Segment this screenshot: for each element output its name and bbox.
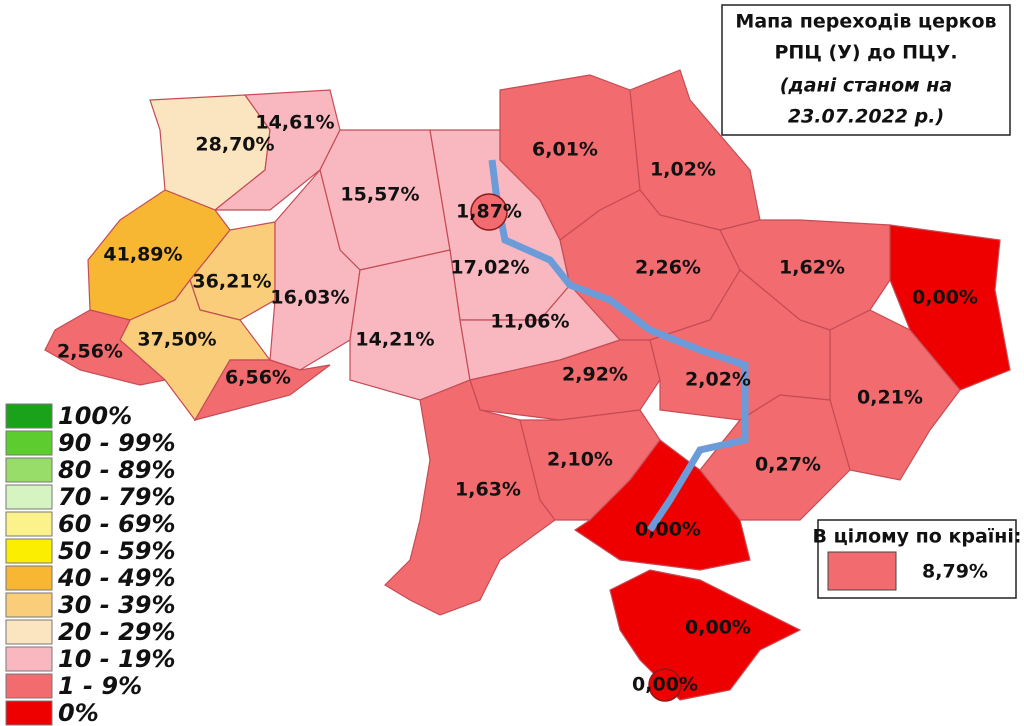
total-swatch	[827, 551, 897, 591]
region-label: 1,87%	[456, 201, 522, 223]
region-label: 28,70%	[195, 134, 274, 156]
title-line: (дані станом на	[780, 75, 952, 97]
legend-swatch	[5, 619, 53, 645]
region-labels: 28,70%14,61% 15,57% 17,02% 41,89% 36,21%16,0…	[57, 112, 978, 702]
legend-label: 50 - 59%	[58, 537, 176, 565]
legend-swatch	[5, 511, 53, 537]
region-label: 6,01%	[532, 139, 598, 161]
region-label: 11,06%	[490, 311, 569, 333]
legend-label: 20 - 29%	[58, 618, 176, 646]
region-label: 6,56%	[225, 367, 291, 389]
legend-swatch	[5, 484, 53, 510]
legend-label: 60 - 69%	[58, 510, 176, 538]
region-label: 0,00%	[635, 519, 701, 541]
region	[889, 224, 1011, 391]
region-label: 1,63%	[455, 479, 521, 501]
legend-label: 30 - 39%	[58, 591, 176, 619]
title-line: РПЦ (У) до ПЦУ.	[774, 42, 957, 64]
region-label: 2,92%	[562, 364, 628, 386]
legend-swatch	[5, 646, 53, 672]
title-box	[721, 4, 1011, 136]
legend-label: 90 - 99%	[58, 429, 176, 457]
region-label: 0,00%	[685, 617, 751, 639]
legend-label: 40 - 49%	[57, 564, 176, 592]
legend-swatch	[5, 565, 53, 591]
region	[193, 359, 331, 421]
legend-label: 0%	[58, 699, 99, 726]
city-region	[648, 668, 682, 702]
region-label: 0,21%	[857, 387, 923, 409]
region-label: 1,02%	[650, 159, 716, 181]
legend-label: 1 - 9%	[58, 672, 142, 700]
legend-label: 10 - 19%	[58, 645, 176, 673]
region-label: 14,61%	[255, 112, 334, 134]
city-region	[470, 193, 508, 231]
region-label: 15,57%	[340, 184, 419, 206]
legend-swatch	[5, 538, 53, 564]
total-value: 8,79%	[922, 561, 988, 583]
title-line: 23.07.2022 р.)	[788, 106, 944, 128]
region-label: 17,02%	[450, 257, 529, 279]
region-label: 1,62%	[779, 257, 845, 279]
region	[213, 89, 341, 211]
legend-swatch	[5, 700, 53, 726]
legend-label: 70 - 79%	[58, 483, 176, 511]
legend-swatch	[5, 457, 53, 483]
region-label: 0,27%	[755, 454, 821, 476]
legend-swatch	[5, 592, 53, 618]
region	[384, 379, 556, 616]
legend-swatch	[5, 403, 53, 429]
title-line: Мапа переходів церков	[735, 11, 996, 33]
region	[609, 569, 802, 701]
legend-label: 100%	[58, 402, 132, 430]
region-label: 0,00%	[632, 674, 698, 696]
region-label: 2,56%	[57, 341, 123, 363]
region-label: 14,21%	[355, 329, 434, 351]
region-label: 41,89%	[103, 244, 182, 266]
region-label: 36,21%	[192, 271, 271, 293]
legend-swatch	[5, 430, 53, 456]
region-label: 2,26%	[635, 257, 701, 279]
region-label: 0,00%	[912, 287, 978, 309]
legend: 100%90 - 99%80 - 89%70 - 79%60 - 69%50 -…	[5, 402, 176, 726]
region-label: 37,50%	[137, 329, 216, 351]
dnipro-river	[488, 159, 749, 532]
legend-swatch	[5, 673, 53, 699]
region-label: 2,02%	[685, 369, 751, 391]
region	[44, 309, 167, 386]
region-label: 2,10%	[547, 449, 613, 471]
regions	[44, 69, 1011, 701]
region-label: 16,03%	[270, 287, 349, 309]
legend-label: 80 - 89%	[58, 456, 176, 484]
total-caption: В цілому по країні:	[812, 526, 1021, 548]
